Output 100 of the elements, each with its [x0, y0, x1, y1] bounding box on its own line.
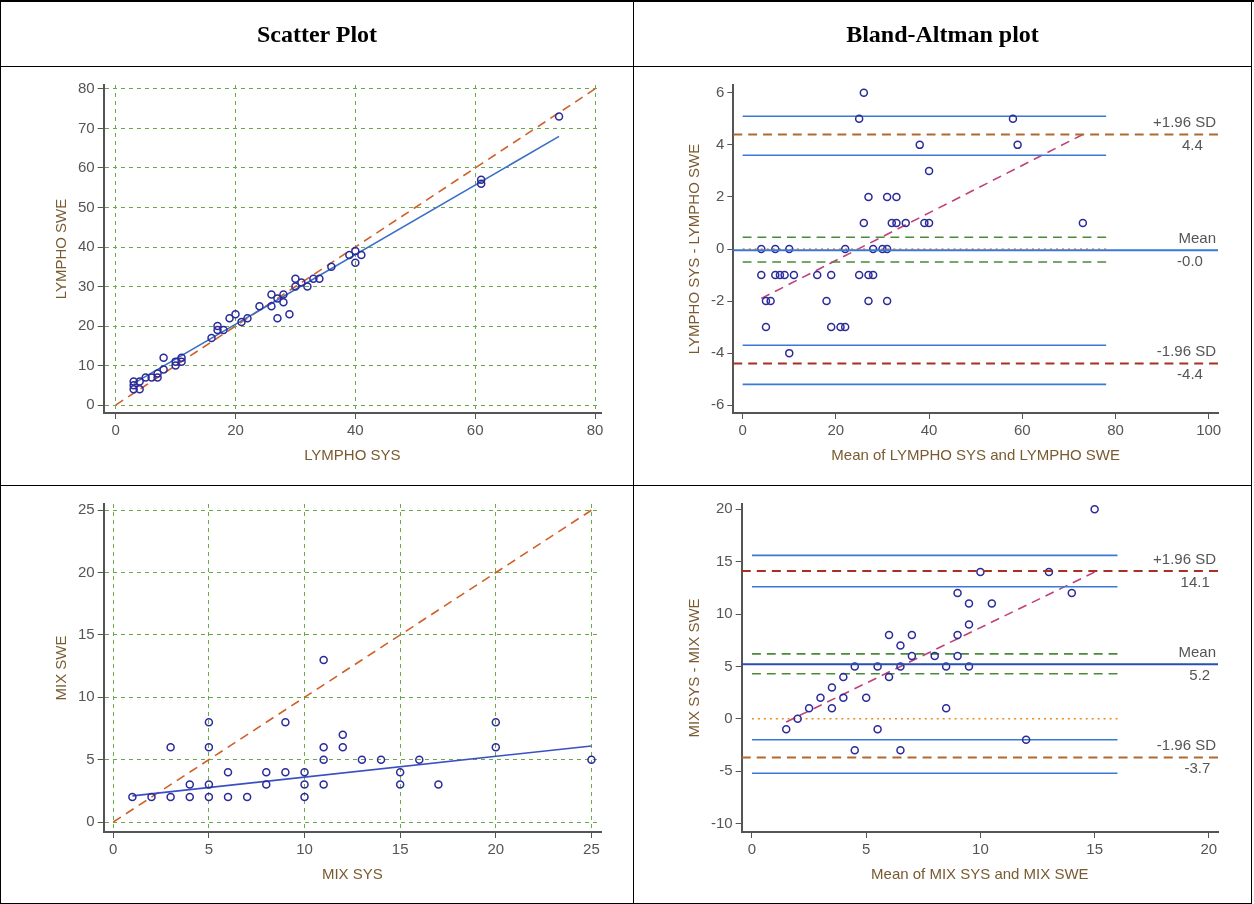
point	[135, 385, 144, 394]
annotation: 4.4	[1181, 136, 1203, 154]
y-tick-label: 5	[86, 749, 95, 767]
point	[892, 218, 901, 228]
x-tick-label: 20	[827, 421, 845, 439]
point	[204, 779, 214, 789]
y-tick-label: 50	[78, 197, 95, 215]
point	[213, 321, 222, 331]
annotation: -4.4	[1177, 365, 1203, 383]
point	[839, 693, 848, 702]
point	[242, 792, 252, 801]
point	[166, 792, 175, 801]
point	[859, 218, 869, 228]
point	[864, 296, 873, 306]
x-tick-label: 80	[586, 421, 604, 439]
point	[896, 661, 905, 671]
ref-line-label: +1.96 SD	[1153, 113, 1217, 131]
point	[153, 373, 162, 382]
x-tick-label: 20	[487, 839, 505, 857]
point	[309, 274, 318, 283]
point	[491, 717, 501, 726]
point	[376, 754, 386, 764]
point	[262, 767, 271, 776]
point	[255, 302, 264, 311]
point	[766, 296, 775, 306]
point	[207, 333, 216, 343]
point	[223, 767, 233, 776]
point	[267, 302, 276, 311]
y-tick-label: 0	[715, 239, 725, 257]
chart-title: Bland-Altman plot	[634, 2, 1251, 67]
point	[267, 290, 276, 299]
x-tick-label: 15	[1086, 839, 1103, 857]
annotation: 14.1	[1180, 572, 1210, 590]
point	[953, 630, 962, 639]
point	[964, 661, 974, 671]
y-axis-title: MIX SYS - MIX SWE	[685, 597, 703, 738]
y-tick-label: 10	[78, 355, 95, 373]
point	[204, 792, 214, 801]
point	[319, 779, 328, 789]
y-tick-label: 30	[78, 276, 95, 294]
y-axis-title: MIX SWE	[52, 634, 70, 701]
y-tick-label: 80	[78, 79, 95, 97]
point	[757, 244, 766, 254]
y-tick-label: 10	[715, 603, 733, 621]
ref-line-label: -1.96 SD	[1156, 735, 1217, 753]
point	[901, 218, 911, 228]
point	[924, 218, 934, 228]
x-tick-label: 20	[227, 421, 244, 439]
x-axis-title: Mean of LYMPHO SYS and LYMPHO SWE	[831, 446, 1121, 464]
point	[476, 175, 486, 185]
point	[225, 313, 234, 323]
point	[554, 112, 564, 121]
point	[864, 270, 873, 280]
point	[357, 754, 367, 764]
point	[757, 270, 766, 280]
point	[153, 369, 162, 378]
point	[924, 166, 934, 176]
point	[587, 754, 596, 764]
point	[896, 640, 905, 650]
x-tick-label: 0	[747, 839, 757, 857]
ref-line-label: Mean	[1178, 642, 1216, 660]
point	[822, 296, 831, 306]
point	[1021, 735, 1031, 744]
point	[415, 754, 424, 764]
point	[941, 703, 951, 713]
point	[771, 244, 780, 254]
point	[279, 298, 288, 307]
point	[896, 745, 905, 755]
x-tick-label: 5	[862, 839, 871, 857]
point	[166, 742, 175, 751]
x-tick-label: 60	[1013, 421, 1031, 439]
annotation: -0.0	[1177, 251, 1203, 269]
y-tick-label: 25	[78, 499, 95, 517]
y-tick-label: 20	[715, 498, 733, 516]
x-tick-label: 20	[1200, 839, 1218, 857]
point	[864, 192, 873, 202]
y-tick-label: 15	[78, 624, 95, 642]
point	[243, 313, 252, 323]
point	[1044, 567, 1054, 576]
point	[1090, 504, 1099, 513]
point	[291, 282, 300, 291]
y-axis-title: LYMPHO SYS - LYMPHO SWE	[685, 143, 703, 355]
ref-line-label: Mean	[1178, 228, 1216, 246]
point	[204, 742, 214, 751]
point	[1078, 218, 1088, 228]
x-tick-label: 15	[391, 839, 409, 857]
point	[315, 274, 324, 283]
y-tick-label: 4	[715, 135, 725, 153]
point	[868, 270, 878, 280]
point	[185, 779, 195, 789]
x-tick-label: 10	[972, 839, 989, 857]
point	[873, 724, 882, 734]
point	[135, 377, 144, 386]
point	[395, 779, 405, 789]
point	[907, 630, 917, 639]
point	[273, 313, 282, 323]
point	[185, 792, 195, 801]
point	[300, 767, 309, 776]
point	[285, 309, 294, 319]
ref-line-label: -1.96 SD	[1156, 342, 1217, 360]
